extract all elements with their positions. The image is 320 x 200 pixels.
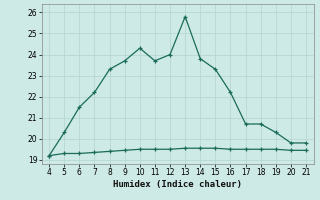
X-axis label: Humidex (Indice chaleur): Humidex (Indice chaleur) [113,180,242,189]
